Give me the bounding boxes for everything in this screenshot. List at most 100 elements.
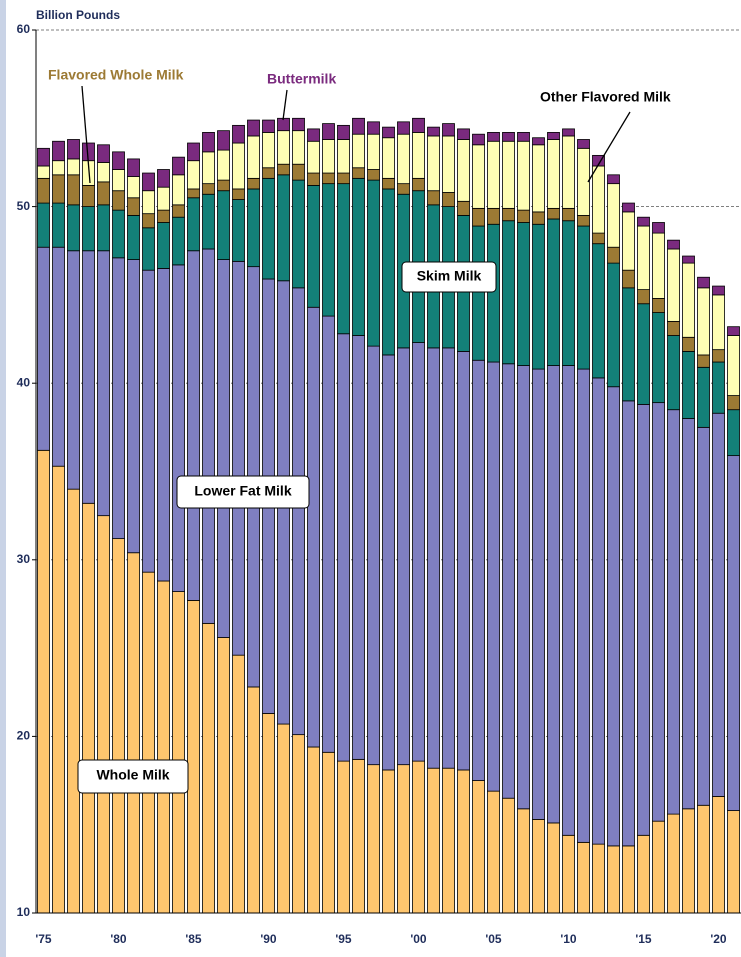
bar-segment xyxy=(517,209,530,223)
bar-segment xyxy=(142,213,155,229)
bar-segment xyxy=(697,366,710,428)
bar-segment xyxy=(97,250,110,517)
bar-segment xyxy=(82,185,95,208)
bar-segment xyxy=(577,147,590,216)
bar-segment xyxy=(712,294,725,351)
bar-segment xyxy=(547,207,560,220)
bar-segment xyxy=(67,158,80,176)
bar-segment xyxy=(127,215,140,260)
bar-segment xyxy=(472,144,485,209)
bar-segment xyxy=(502,207,515,222)
bar-segment xyxy=(247,686,260,914)
bar-segment xyxy=(652,298,665,313)
bar-segment xyxy=(592,232,605,245)
bar-segment xyxy=(37,202,50,248)
bar-segment xyxy=(697,426,710,806)
bar-segment xyxy=(607,174,620,185)
bar-segment xyxy=(697,354,710,368)
bar-segment xyxy=(37,449,50,914)
bar-segment xyxy=(67,174,80,206)
bar-segment xyxy=(277,130,290,165)
bar-segment xyxy=(142,227,155,271)
bar-segment xyxy=(607,262,620,388)
bar-segment xyxy=(682,418,695,810)
bar-segment xyxy=(562,220,575,366)
bar-segment xyxy=(97,204,110,252)
bar-segment xyxy=(487,140,500,209)
bar-segment xyxy=(367,169,380,181)
bar-segment xyxy=(592,377,605,845)
bar-segment xyxy=(622,845,635,914)
bar-segment xyxy=(472,207,485,227)
bar-segment xyxy=(172,174,185,206)
label-box xyxy=(401,261,497,293)
bar-segment xyxy=(472,359,485,781)
bar-segment xyxy=(232,260,245,656)
bar-segment xyxy=(502,363,515,799)
bar-segment xyxy=(127,176,140,199)
x-tick-label: '00 xyxy=(410,932,427,946)
bar-segment xyxy=(97,144,110,163)
bar-segment xyxy=(397,764,410,914)
bar-segment xyxy=(322,183,335,317)
bar-segment xyxy=(322,172,335,185)
series-label: Buttermilk xyxy=(267,71,336,87)
bar-segment xyxy=(547,139,560,209)
bar-segment xyxy=(727,335,740,396)
bar-segment xyxy=(97,181,110,206)
bar-segment xyxy=(682,262,695,338)
bar-segment xyxy=(637,289,650,305)
bar-segment xyxy=(127,259,140,554)
series-label: Skim Milk xyxy=(417,268,482,284)
annotation-arrow xyxy=(587,111,631,183)
bar-segment xyxy=(367,133,380,170)
y-tick-label: 50 xyxy=(17,199,31,213)
bar-segment xyxy=(337,124,350,140)
bar-segment xyxy=(442,192,455,208)
bar-segment xyxy=(67,139,80,160)
bar-segment xyxy=(307,306,320,748)
bar-segment xyxy=(667,335,680,411)
label-box xyxy=(77,759,189,794)
bar-segment xyxy=(397,347,410,766)
annotation-arrow xyxy=(81,85,91,184)
bar-segment xyxy=(712,285,725,296)
bar-segment xyxy=(37,147,50,167)
bars xyxy=(37,117,740,914)
bar-segment xyxy=(637,225,650,291)
x-tick-label: '20 xyxy=(710,932,727,946)
bar-segment xyxy=(547,365,560,824)
bar-segment xyxy=(277,117,290,132)
bar-segment xyxy=(367,764,380,914)
bar-segment xyxy=(82,250,95,504)
bar-segment xyxy=(217,130,230,151)
bar-segment xyxy=(667,248,680,322)
bar-segment xyxy=(337,333,350,762)
bar-segment xyxy=(442,767,455,914)
bar-segment xyxy=(277,174,290,282)
bar-segment xyxy=(727,409,740,457)
bar-segment xyxy=(307,172,320,186)
bar-segment xyxy=(112,190,125,211)
bar-segment xyxy=(172,216,185,266)
bar-segment xyxy=(202,151,215,185)
bar-segment xyxy=(217,149,230,181)
bar-segment xyxy=(307,128,320,142)
bar-segment xyxy=(262,713,275,914)
bar-segment xyxy=(577,841,590,914)
bar-segment xyxy=(262,119,275,133)
bar-segment xyxy=(247,177,260,190)
bar-segment xyxy=(367,121,380,135)
bar-segment xyxy=(337,760,350,914)
bar-segment xyxy=(667,239,680,250)
bar-segment xyxy=(547,822,560,914)
bar-segment xyxy=(382,769,395,914)
bar-segment xyxy=(112,209,125,259)
bar-segment xyxy=(172,204,185,218)
y-axis-label: Billion Pounds xyxy=(36,8,120,22)
bar-segment xyxy=(232,124,245,144)
bar-segment xyxy=(232,654,245,914)
bar-segment xyxy=(202,248,215,624)
bar-segment xyxy=(472,780,485,914)
bar-segment xyxy=(412,760,425,914)
